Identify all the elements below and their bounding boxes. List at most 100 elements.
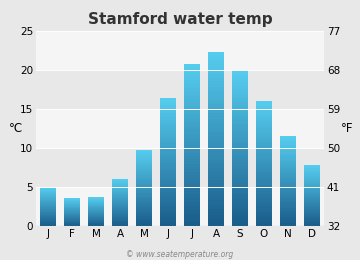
Bar — [304, 213, 320, 214]
Bar — [232, 123, 248, 125]
Bar — [36, 109, 324, 148]
Bar — [160, 117, 176, 120]
Bar — [136, 188, 152, 189]
Bar — [160, 188, 176, 190]
Bar — [208, 148, 224, 151]
Bar — [40, 196, 56, 197]
Bar — [40, 225, 56, 226]
Bar — [112, 217, 128, 218]
Bar — [184, 64, 200, 67]
Bar — [40, 224, 56, 225]
Bar — [280, 192, 296, 193]
Bar — [256, 120, 272, 122]
Bar — [160, 171, 176, 173]
Bar — [136, 159, 152, 160]
Bar — [112, 180, 128, 181]
Bar — [304, 183, 320, 184]
Bar — [256, 187, 272, 189]
Bar — [256, 210, 272, 212]
Bar — [304, 200, 320, 201]
Bar — [136, 167, 152, 169]
Bar — [184, 129, 200, 132]
Bar — [112, 186, 128, 187]
Bar — [208, 171, 224, 174]
Bar — [136, 216, 152, 217]
Bar — [232, 128, 248, 131]
Bar — [232, 164, 248, 167]
Bar — [232, 213, 248, 216]
Bar — [256, 220, 272, 222]
Bar — [160, 209, 176, 211]
Bar — [208, 203, 224, 206]
Bar — [304, 179, 320, 180]
Bar — [256, 218, 272, 220]
Bar — [64, 201, 80, 202]
Bar — [88, 223, 104, 224]
Bar — [304, 174, 320, 176]
Bar — [112, 196, 128, 197]
Bar — [304, 224, 320, 225]
Bar — [184, 134, 200, 137]
Bar — [232, 105, 248, 107]
Bar — [304, 208, 320, 209]
Bar — [160, 220, 176, 222]
Bar — [160, 136, 176, 139]
Bar — [136, 156, 152, 157]
Bar — [256, 207, 272, 210]
Bar — [88, 209, 104, 210]
Bar — [40, 212, 56, 213]
Bar — [88, 215, 104, 216]
Bar — [256, 170, 272, 172]
Bar — [232, 89, 248, 92]
Bar — [280, 169, 296, 171]
Bar — [304, 215, 320, 216]
Bar — [136, 222, 152, 224]
Bar — [232, 179, 248, 182]
Bar — [64, 199, 80, 200]
Bar — [136, 178, 152, 179]
Bar — [304, 218, 320, 219]
Bar — [280, 162, 296, 163]
Bar — [160, 149, 176, 152]
Bar — [208, 104, 224, 107]
Bar — [256, 158, 272, 160]
Bar — [304, 184, 320, 185]
Bar — [160, 179, 176, 181]
Bar — [88, 199, 104, 200]
Bar — [160, 126, 176, 128]
Bar — [112, 214, 128, 215]
Bar — [304, 225, 320, 226]
Bar — [232, 159, 248, 161]
Bar — [256, 153, 272, 155]
Bar — [184, 83, 200, 86]
Bar — [208, 127, 224, 131]
Bar — [256, 101, 272, 103]
Bar — [160, 173, 176, 175]
Bar — [304, 198, 320, 199]
Bar — [232, 195, 248, 198]
Bar — [112, 179, 128, 180]
Bar — [280, 196, 296, 198]
Bar — [256, 197, 272, 199]
Bar — [112, 198, 128, 199]
Bar — [208, 165, 224, 168]
Bar — [40, 190, 56, 191]
Bar — [64, 202, 80, 203]
Bar — [232, 138, 248, 141]
Bar — [160, 203, 176, 205]
Bar — [184, 191, 200, 194]
Bar — [112, 222, 128, 223]
Bar — [136, 157, 152, 159]
Bar — [232, 218, 248, 221]
Bar — [280, 148, 296, 150]
Bar — [136, 174, 152, 175]
Bar — [112, 209, 128, 210]
Bar — [232, 94, 248, 97]
Bar — [256, 195, 272, 197]
Bar — [280, 154, 296, 156]
Bar — [136, 169, 152, 170]
Bar — [40, 217, 56, 218]
Bar — [184, 104, 200, 107]
Bar — [40, 193, 56, 194]
Bar — [112, 220, 128, 222]
